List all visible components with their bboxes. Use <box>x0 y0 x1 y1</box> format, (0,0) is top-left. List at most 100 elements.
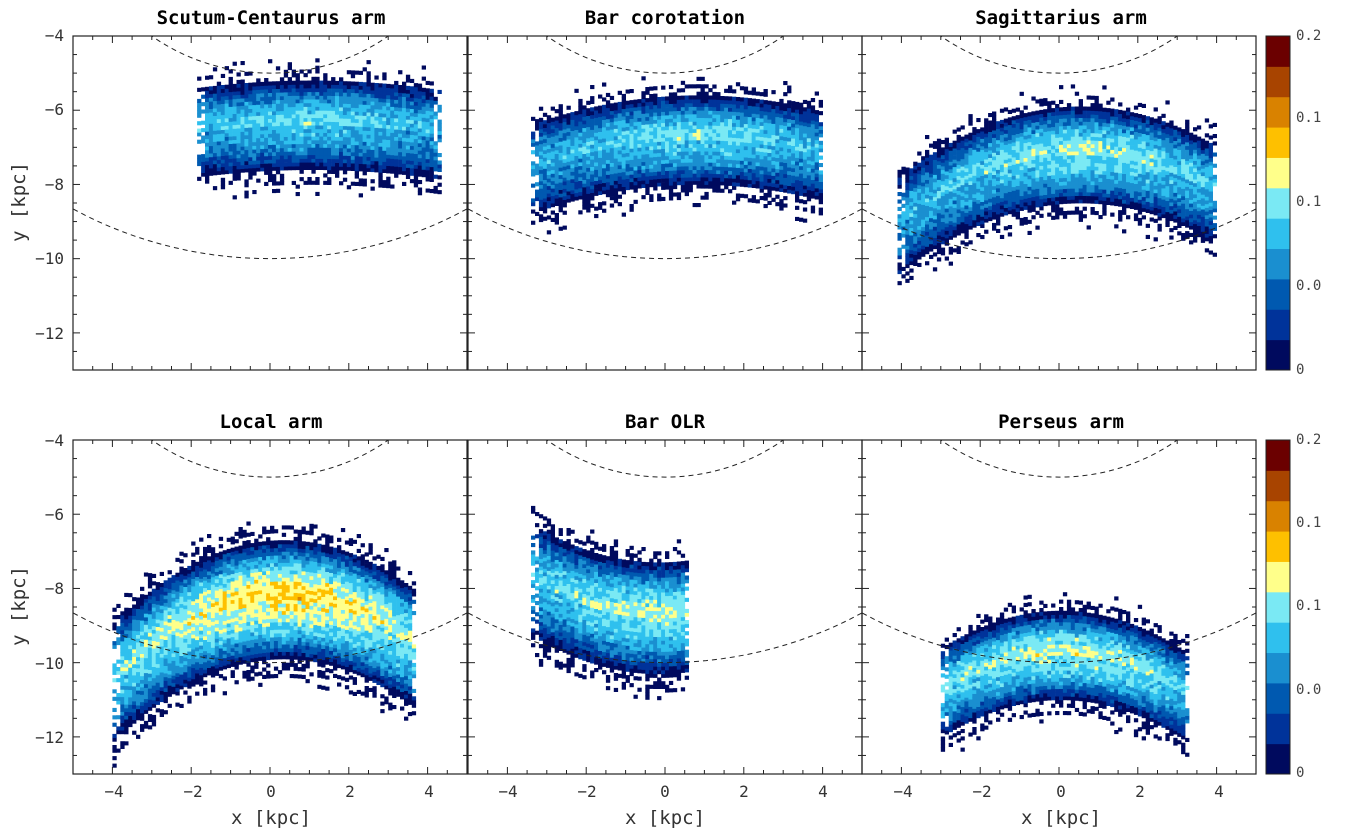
density-cell <box>665 126 670 131</box>
density-cell <box>704 114 709 119</box>
density-cell <box>1043 187 1048 192</box>
density-cell <box>901 222 906 227</box>
density-cell <box>684 147 689 152</box>
density-cell <box>586 197 591 202</box>
density-cell <box>358 96 363 101</box>
density-cell <box>929 229 934 234</box>
density-cell <box>358 159 363 164</box>
density-cell <box>676 158 682 163</box>
density-cell <box>366 138 371 143</box>
density-cell <box>771 112 776 117</box>
density-cell <box>216 81 222 86</box>
density-cell <box>287 162 292 167</box>
density-cell <box>228 95 233 100</box>
density-cell <box>728 144 733 149</box>
density-cell <box>323 91 328 96</box>
density-cell <box>240 90 245 95</box>
density-cell <box>398 129 403 134</box>
density-cell <box>1055 193 1060 198</box>
density-cell <box>633 129 638 134</box>
density-cell <box>346 81 352 86</box>
density-cell <box>696 110 701 115</box>
density-cell <box>283 129 289 134</box>
density-cell <box>394 173 399 178</box>
density-cell <box>303 165 308 170</box>
density-cell <box>676 106 682 111</box>
density-cell <box>283 99 289 104</box>
density-cell <box>240 120 245 125</box>
density-cell <box>409 142 415 147</box>
density-cell <box>692 165 697 170</box>
density-cell <box>570 167 575 172</box>
density-cell <box>228 162 233 167</box>
density-cell <box>307 165 312 170</box>
density-cell <box>429 129 434 134</box>
density-cell <box>303 132 308 137</box>
density-cell <box>362 156 367 161</box>
density-cell <box>1023 165 1028 170</box>
density-cell <box>319 114 324 119</box>
density-cell <box>421 158 426 163</box>
density-cell <box>641 180 646 185</box>
density-cell <box>814 121 819 126</box>
density-cell <box>303 136 308 141</box>
density-cell <box>590 203 595 208</box>
density-cell <box>205 172 210 177</box>
density-cell <box>260 115 265 120</box>
density-cell <box>814 176 819 181</box>
density-cell <box>311 80 316 85</box>
density-cell <box>972 219 977 224</box>
density-cell <box>244 83 249 88</box>
density-cell <box>799 217 804 222</box>
density-cell <box>323 140 328 145</box>
density-cell <box>944 137 949 142</box>
density-cell <box>236 154 241 159</box>
density-cell <box>956 205 961 210</box>
density-cell <box>633 177 638 182</box>
density-cell <box>629 89 634 94</box>
density-cell <box>976 136 981 141</box>
density-cell <box>692 121 697 126</box>
density-cell <box>964 142 969 147</box>
density-cell <box>743 168 749 173</box>
density-cell <box>354 100 359 105</box>
density-cell <box>799 117 804 122</box>
density-cell <box>409 160 415 165</box>
density-cell <box>1059 177 1064 182</box>
density-cell <box>716 170 721 175</box>
density-cell <box>268 152 273 157</box>
density-cell <box>398 151 403 156</box>
density-cell <box>704 102 709 107</box>
density-cell <box>929 195 934 200</box>
density-cell <box>613 110 619 115</box>
density-cell <box>775 165 780 170</box>
density-cell <box>570 193 575 198</box>
density-cell <box>661 159 666 164</box>
density-cell <box>732 159 737 164</box>
density-cell <box>554 190 559 195</box>
density-cell <box>546 122 552 127</box>
density-cell <box>661 122 666 127</box>
density-cell <box>311 88 316 93</box>
density-cell <box>913 176 918 181</box>
density-cell <box>696 121 701 126</box>
density-cell <box>374 168 379 173</box>
density-cell <box>1047 212 1052 217</box>
panels-layer <box>72 35 1257 775</box>
density-cell <box>625 100 630 105</box>
density-cell <box>996 173 1001 178</box>
density-cell <box>692 102 697 107</box>
density-cell <box>818 103 823 108</box>
density-cell <box>295 151 300 156</box>
density-cell <box>590 155 595 160</box>
density-cell <box>1003 203 1009 208</box>
density-cell <box>1023 187 1028 192</box>
density-cell <box>319 88 324 93</box>
density-cell <box>331 151 336 156</box>
density-cell <box>661 170 666 175</box>
density-cell <box>799 169 804 174</box>
density-cell <box>582 194 587 199</box>
density-cell <box>735 111 741 116</box>
density-cell <box>787 111 792 116</box>
density-cell <box>319 84 324 89</box>
